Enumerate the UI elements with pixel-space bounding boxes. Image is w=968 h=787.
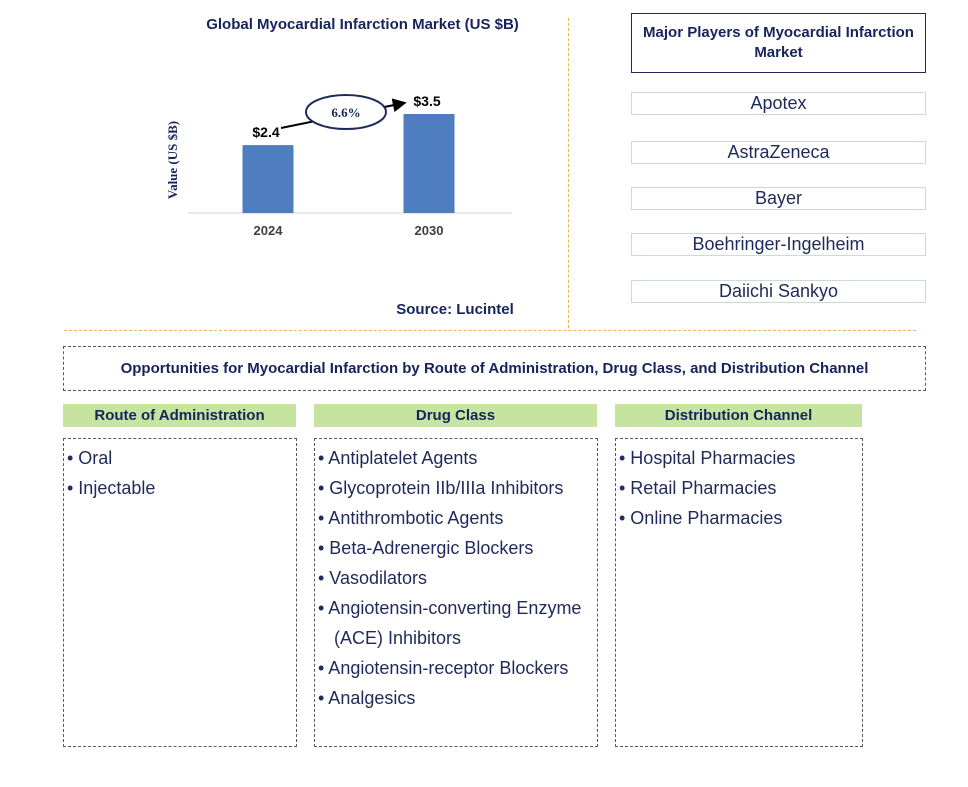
players-title: Major Players of Myocardial Infarction M… (631, 13, 926, 73)
player-apotex: Apotex (631, 92, 926, 115)
bar-2030 (403, 114, 455, 213)
bar-chart: Value (US $B) $2.4 2024 $3.5 2030 6.6% (165, 93, 512, 238)
list-item-continuation: (ACE) Inhibitors (334, 628, 462, 648)
drug-class-list: • Antiplatelet Agents • Glycoprotein IIb… (315, 439, 597, 713)
list-item: • Angiotensin-receptor Blockers (318, 658, 569, 678)
list-item: • Antithrombotic Agents (318, 508, 504, 528)
cagr-ellipse (305, 94, 387, 130)
list-item: • Online Pharmacies (619, 508, 783, 528)
data-label-2030: $3.5 (413, 93, 440, 109)
player-astrazeneca: AstraZeneca (631, 141, 926, 164)
list-item: • Hospital Pharmacies (619, 448, 796, 468)
route-list: • Oral • Injectable (64, 439, 296, 503)
list-item: • Analgesics (318, 688, 416, 708)
list-item: • Oral (67, 448, 113, 468)
drug-class-header: Drug Class (314, 404, 597, 427)
list-item: • Glycoprotein IIb/IIIa Inhibitors (318, 478, 564, 498)
bars-group: $2.4 2024 $3.5 2030 (242, 93, 455, 238)
opportunities-title: Opportunities for Myocardial Infarction … (63, 346, 926, 391)
data-label-2024: $2.4 (252, 124, 279, 140)
chart-source: Source: Lucintel (396, 301, 514, 318)
player-daiichi-sankyo: Daiichi Sankyo (631, 280, 926, 303)
distribution-list: • Hospital Pharmacies • Retail Pharmacie… (616, 439, 862, 533)
list-item: • Antiplatelet Agents (318, 448, 478, 468)
x-tick-2030: 2030 (415, 223, 444, 238)
cagr-label: 6.6% (331, 105, 360, 120)
distribution-header: Distribution Channel (615, 404, 862, 427)
distribution-list-box: • Hospital Pharmacies • Retail Pharmacie… (615, 438, 863, 747)
y-axis-label: Value (US $B) (165, 121, 180, 199)
list-item: • Beta-Adrenergic Blockers (318, 538, 534, 558)
chart-title: Global Myocardial Infarction Market (US … (206, 16, 519, 33)
horizontal-divider (64, 330, 916, 331)
list-item: • Angiotensin-converting Enzyme (318, 598, 582, 618)
route-header: Route of Administration (63, 404, 296, 427)
route-list-box: • Oral • Injectable (63, 438, 297, 747)
list-item: • Injectable (67, 478, 156, 498)
bar-2024 (242, 145, 294, 213)
x-tick-2024: 2024 (254, 223, 284, 238)
vertical-divider (568, 18, 569, 328)
player-bayer: Bayer (631, 187, 926, 210)
list-item: • Vasodilators (318, 568, 428, 588)
list-item: • Retail Pharmacies (619, 478, 777, 498)
drug-class-list-box: • Antiplatelet Agents • Glycoprotein IIb… (314, 438, 598, 747)
player-boehringer-ingelheim: Boehringer-Ingelheim (631, 233, 926, 256)
